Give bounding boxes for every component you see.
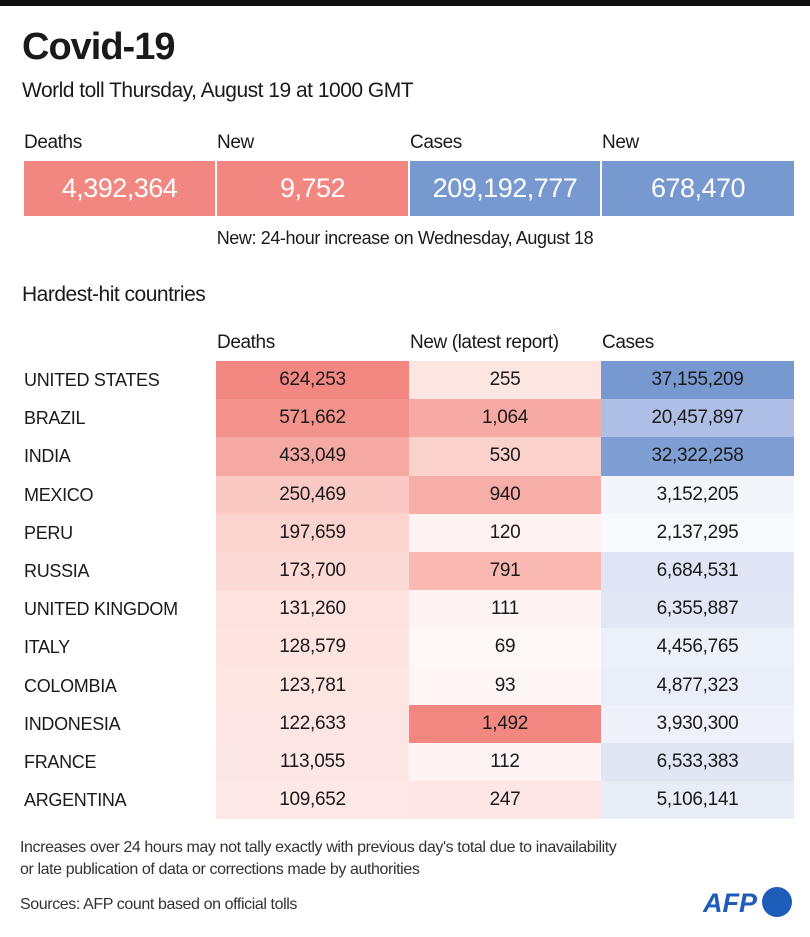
summary-cases-value: 209,192,777: [410, 161, 600, 216]
footnote-line-2: or late publication of data or correctio…: [20, 861, 420, 878]
cases-cell: 6,355,887: [601, 590, 794, 629]
table-row: INDIA 433,049 530 32,322,258: [0, 437, 810, 476]
page-title: Covid-19: [22, 26, 175, 68]
new-deaths-cell: 112: [409, 742, 601, 782]
table-row: UNITED KINGDOM 131,260 111 6,355,887: [0, 590, 810, 629]
deaths-cell: 128,579: [216, 628, 409, 667]
afp-logo-text: AFP: [703, 888, 758, 918]
cases-cell: 5,106,141: [601, 781, 794, 820]
table-row: MEXICO 250,469 940 3,152,205: [0, 475, 810, 514]
country-name: INDIA: [24, 446, 71, 467]
new-deaths-cell: 530: [409, 437, 601, 476]
cases-cell: 37,155,209: [601, 361, 794, 400]
summary-label-new-deaths: New: [217, 132, 254, 153]
sources-note: Sources: AFP count based on official tol…: [20, 896, 298, 913]
cases-cell: 2,137,295: [601, 513, 794, 552]
summary-label-new-cases: New: [602, 132, 639, 153]
deaths-cell: 197,659: [216, 513, 409, 552]
deaths-cell: 624,253: [216, 361, 409, 400]
country-name: PERU: [24, 522, 73, 543]
country-name: FRANCE: [24, 751, 97, 772]
cases-cell: 6,684,531: [601, 551, 794, 591]
column-header-new: New (latest report): [410, 332, 559, 353]
deaths-cell: 173,700: [216, 551, 409, 591]
top-rule: [0, 0, 810, 6]
table-row: RUSSIA 173,700 791 6,684,531: [0, 551, 810, 591]
country-name: ARGENTINA: [24, 790, 127, 811]
cases-cell: 4,877,323: [601, 666, 794, 705]
new-deaths-cell: 1,064: [409, 399, 601, 438]
deaths-cell: 571,662: [216, 399, 409, 438]
afp-logo: AFP: [703, 887, 792, 918]
column-header-deaths: Deaths: [217, 332, 275, 353]
cases-cell: 32,322,258: [601, 437, 794, 476]
cases-cell: 3,152,205: [601, 475, 794, 514]
table-row: PERU 197,659 120 2,137,295: [0, 513, 810, 552]
summary-new-cases-value: 678,470: [602, 161, 794, 216]
new-deaths-cell: 111: [409, 590, 601, 629]
cases-cell: 20,457,897: [601, 399, 794, 438]
table-row: ARGENTINA 109,652 247 5,106,141: [0, 781, 810, 820]
summary-label-deaths: Deaths: [24, 132, 82, 153]
table-row: UNITED STATES 624,253 255 37,155,209: [0, 361, 810, 400]
cases-cell: 4,456,765: [601, 628, 794, 667]
new-deaths-cell: 120: [409, 513, 601, 552]
country-name: UNITED KINGDOM: [24, 599, 178, 620]
deaths-cell: 122,633: [216, 704, 409, 743]
summary-new-deaths-value: 9,752: [217, 161, 408, 216]
table-row: ITALY 128,579 69 4,456,765: [0, 628, 810, 667]
summary-deaths-value: 4,392,364: [24, 161, 215, 216]
country-name: COLOMBIA: [24, 675, 117, 696]
table-row: COLOMBIA 123,781 93 4,877,323: [0, 666, 810, 705]
summary-note: New: 24-hour increase on Wednesday, Augu…: [216, 228, 594, 248]
new-deaths-cell: 247: [409, 781, 601, 820]
summary-label-cases: Cases: [410, 132, 462, 153]
table-row: INDONESIA 122,633 1,492 3,930,300: [0, 704, 810, 743]
new-deaths-cell: 255: [409, 361, 601, 400]
country-name: RUSSIA: [24, 560, 90, 581]
deaths-cell: 123,781: [216, 666, 409, 705]
country-name: ITALY: [24, 637, 70, 658]
table-row: BRAZIL 571,662 1,064 20,457,897: [0, 399, 810, 438]
deaths-cell: 250,469: [216, 475, 409, 514]
country-name: INDONESIA: [24, 713, 121, 734]
section-title: Hardest-hit countries: [22, 283, 206, 306]
deaths-cell: 131,260: [216, 590, 409, 629]
afp-logo-circle: [762, 887, 792, 917]
new-deaths-cell: 69: [409, 628, 601, 667]
country-name: BRAZIL: [24, 408, 86, 429]
deaths-cell: 109,652: [216, 781, 409, 820]
country-name: UNITED STATES: [24, 370, 160, 390]
new-deaths-cell: 791: [409, 551, 601, 591]
cases-cell: 3,930,300: [601, 704, 794, 743]
deaths-cell: 113,055: [216, 742, 409, 782]
cases-cell: 6,533,383: [601, 742, 794, 782]
table-row: FRANCE 113,055 112 6,533,383: [0, 742, 810, 782]
column-header-cases: Cases: [602, 332, 654, 353]
deaths-cell: 433,049: [216, 437, 409, 476]
footnote-line-1: Increases over 24 hours may not tally ex…: [20, 839, 617, 856]
new-deaths-cell: 940: [409, 475, 601, 514]
page-subtitle: World toll Thursday, August 19 at 1000 G…: [22, 79, 414, 102]
new-deaths-cell: 93: [409, 666, 601, 705]
new-deaths-cell: 1,492: [409, 704, 601, 743]
countries-table: UNITED STATES 624,253 255 37,155,209 BRAZIL 5…: [0, 361, 810, 820]
country-name: MEXICO: [24, 484, 94, 505]
